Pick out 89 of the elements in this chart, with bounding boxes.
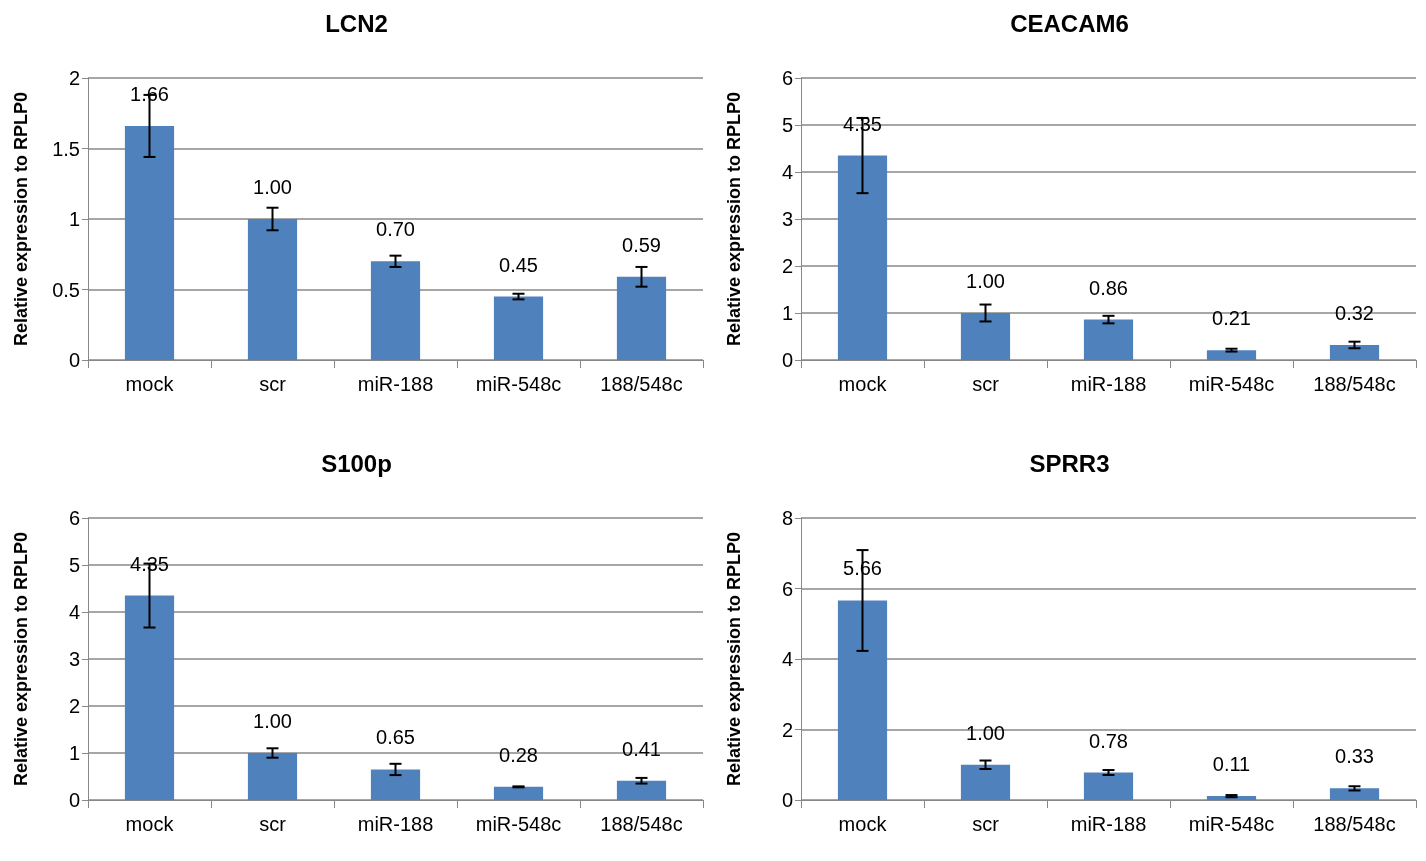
y-tick-label: 2 <box>68 695 80 717</box>
y-axis-title: Relative expression to RPLP0 <box>724 531 744 787</box>
x-tick-label: mock <box>125 373 175 395</box>
y-tick-label: 0 <box>68 349 80 371</box>
y-tick-label: 2 <box>781 255 793 277</box>
y-tick-label: 0 <box>781 349 793 371</box>
x-tick-label: miR-188 <box>1070 813 1147 835</box>
y-tick-label: 1 <box>68 208 80 230</box>
data-label: 0.33 <box>1335 745 1374 768</box>
data-label: 1.00 <box>253 176 292 198</box>
bar <box>616 780 667 800</box>
data-label: 0.86 <box>1089 276 1128 299</box>
y-tick-label: 4 <box>68 601 80 623</box>
bar <box>837 600 888 800</box>
x-tick-label: miR-188 <box>357 813 434 835</box>
y-tick-label: 2 <box>781 718 793 741</box>
y-tick-label: 8 <box>781 507 793 529</box>
y-tick-label: 0.5 <box>52 278 80 301</box>
x-tick-label: mock <box>838 813 888 835</box>
x-tick-label: scr <box>972 813 1000 835</box>
x-tick-label: scr <box>972 373 1000 395</box>
y-axis-title: Relative expression to RPLP0 <box>11 91 31 347</box>
data-label: 0.41 <box>622 737 661 760</box>
data-label: 1.00 <box>966 270 1005 292</box>
data-label: 0.32 <box>1335 301 1374 324</box>
y-tick-label: 4 <box>781 161 793 183</box>
x-tick-label: 188/548c <box>1313 373 1396 395</box>
bar <box>124 595 175 800</box>
x-tick-label: miR-548c <box>1188 373 1275 395</box>
bar <box>1083 772 1134 800</box>
y-tick-label: 3 <box>68 648 80 670</box>
bar <box>1329 344 1380 360</box>
x-tick-label: miR-548c <box>475 373 562 395</box>
data-label: 1.66 <box>130 82 169 105</box>
chart-title: SPRR3 <box>1029 449 1110 477</box>
y-tick-label: 6 <box>781 67 793 89</box>
data-label: 0.59 <box>622 233 661 256</box>
y-tick-label: 0 <box>68 789 80 811</box>
bar <box>247 753 298 800</box>
y-tick-label: 0 <box>781 789 793 811</box>
bar <box>124 125 175 360</box>
data-label: 0.11 <box>1212 753 1251 776</box>
bar <box>616 276 667 360</box>
x-tick-label: 188/548c <box>600 813 683 835</box>
bar <box>493 296 544 360</box>
data-label: 1.00 <box>966 721 1005 744</box>
data-label: 0.28 <box>499 743 538 766</box>
y-tick-label: 6 <box>781 577 793 600</box>
bar <box>960 313 1011 360</box>
x-tick-label: miR-188 <box>357 373 434 395</box>
data-label: 1.00 <box>253 710 292 732</box>
y-axis-title: Relative expression to RPLP0 <box>11 531 31 787</box>
y-tick-label: 4 <box>781 648 793 670</box>
x-tick-label: mock <box>125 813 175 835</box>
x-tick-label: miR-188 <box>1070 373 1147 395</box>
y-tick-label: 6 <box>68 507 80 529</box>
y-tick-label: 1 <box>781 302 793 324</box>
bar <box>837 155 888 360</box>
data-label: 0.70 <box>376 218 415 241</box>
bar <box>370 261 421 360</box>
data-label: 4.35 <box>130 552 169 575</box>
bar <box>1206 350 1257 360</box>
data-label: 0.45 <box>499 253 538 276</box>
y-tick-label: 3 <box>781 208 793 230</box>
chart-title: S100p <box>321 449 392 477</box>
data-label: 0.78 <box>1089 729 1128 752</box>
bar <box>247 219 298 360</box>
y-tick-label: 5 <box>781 114 793 136</box>
data-label: 0.21 <box>1212 307 1251 330</box>
bar <box>1083 319 1134 360</box>
data-label: 0.65 <box>376 726 415 749</box>
x-tick-label: miR-548c <box>1188 813 1275 835</box>
x-tick-label: scr <box>259 373 287 395</box>
bar <box>370 769 421 800</box>
x-tick-label: scr <box>259 813 287 835</box>
y-tick-label: 1 <box>68 742 80 764</box>
x-tick-label: 188/548c <box>1313 813 1396 835</box>
x-tick-label: 188/548c <box>600 373 683 395</box>
y-tick-label: 1.5 <box>52 137 80 160</box>
chart-title: CEACAM6 <box>1010 9 1129 37</box>
y-tick-label: 5 <box>68 554 80 576</box>
bar <box>493 786 544 800</box>
bar <box>1329 788 1380 800</box>
chart-title: LCN2 <box>325 9 388 37</box>
bar <box>960 764 1011 800</box>
y-tick-label: 2 <box>68 67 80 89</box>
y-axis-title: Relative expression to RPLP0 <box>724 91 744 347</box>
x-tick-label: mock <box>838 373 888 395</box>
x-tick-label: miR-548c <box>475 813 562 835</box>
